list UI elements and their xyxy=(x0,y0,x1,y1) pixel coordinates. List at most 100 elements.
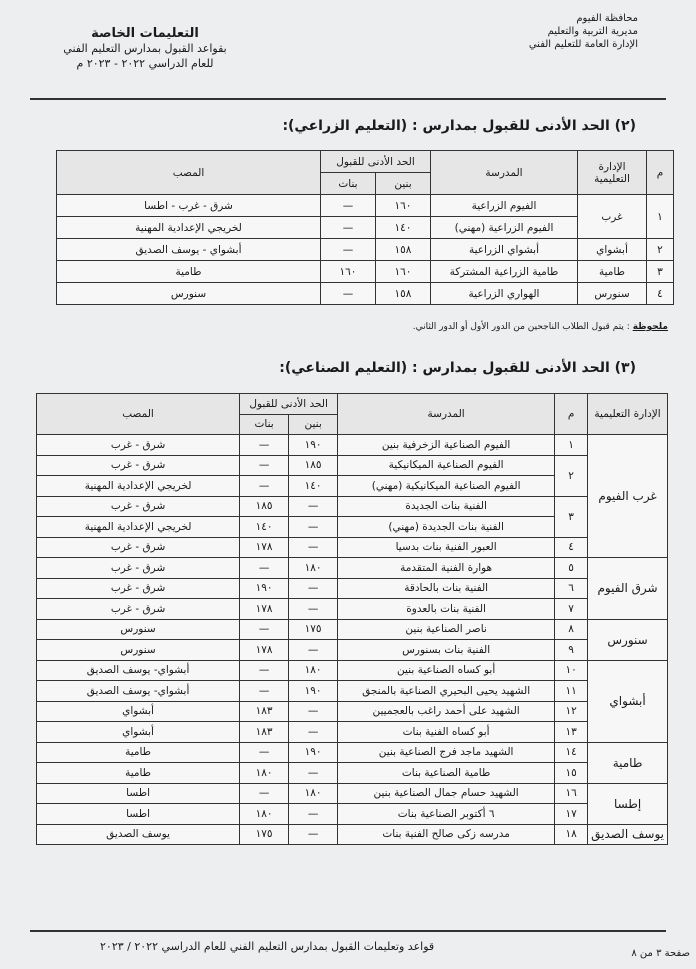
boys-min: ١٩٠ xyxy=(288,741,339,763)
row-num: ١ xyxy=(554,434,589,456)
boys-min: ١٨٠ xyxy=(288,782,339,804)
school: الفنية بنات بسنورس xyxy=(337,639,556,661)
idara: شرق الفيوم xyxy=(587,557,668,620)
header-rule xyxy=(30,98,666,100)
header-idara: الإدارة التعليمية xyxy=(587,393,668,435)
table-row: الفنية بنات الجديدة (مهني) —١٤٠ لخريجي الإ… xyxy=(35,516,668,538)
table-row: بنين بنات xyxy=(57,172,674,195)
table-row: ٣ الفنية بنات الجديدة —١٨٥ شرق - غرب xyxy=(35,495,668,538)
girls-min: ١٤٠ xyxy=(239,516,290,538)
header-num: م xyxy=(646,150,674,195)
header-boys: بنين xyxy=(375,172,431,195)
row-num: ١١ xyxy=(554,680,589,702)
boys-min: — xyxy=(288,803,339,825)
school: الفيوم الصناعية الميكانيكية (مهني) xyxy=(337,475,556,497)
school: مدرسه زكى صالح الفنية بنات xyxy=(337,823,556,845)
girls-min: — xyxy=(239,782,290,804)
boys-min: ١٥٨ xyxy=(375,238,431,261)
header-school: المدرسة xyxy=(337,393,556,435)
table-row: ٦ الفنية بنات بالحادقة —١٩٠ شرق - غرب xyxy=(35,577,668,599)
boys-min: ١٨٥ xyxy=(288,454,339,476)
row-num: ٥ xyxy=(554,557,589,579)
header-num: م xyxy=(554,393,589,435)
school: طامية الصناعية بنات xyxy=(337,762,556,784)
girls-min: — xyxy=(320,282,376,305)
row-num: ١٢ xyxy=(554,700,589,722)
idara: غرب الفيوم xyxy=(587,434,668,558)
header-dest: المصب xyxy=(56,150,321,195)
idara: إطسا xyxy=(587,782,668,825)
destination: اطسا xyxy=(35,803,241,825)
destination: سنورس xyxy=(35,618,241,640)
boys-min: ١٨٠ xyxy=(288,557,339,579)
girls-min: — xyxy=(239,680,290,702)
title: التعليمات الخاصة xyxy=(91,26,199,41)
section-title: (٢) الحد الأدنى للقبول بمدارس : (التعليم… xyxy=(282,118,636,134)
row-num: ٢ xyxy=(554,454,589,497)
destination: أبشواي xyxy=(35,721,241,743)
school: الفيوم الزراعية (مهني) xyxy=(430,216,578,239)
girls-min: ١٨٠ xyxy=(239,803,290,825)
school: الهواري الزراعية xyxy=(430,282,578,305)
school: طامية الزراعية المشتركة xyxy=(430,260,578,283)
boys-min: ١٥٨ xyxy=(375,282,431,305)
table-row: ١١ الشهيد يحيى البحيري الصناعية بالمنجق ١٩… xyxy=(35,680,668,702)
girls-min: — xyxy=(239,741,290,763)
boys-min: ١٧٥ xyxy=(288,618,339,640)
school: ناصر الصناعية بنين xyxy=(337,618,556,640)
table-row: ١٢ الشهيد على أحمد راغب بالعجميين —١٨٣ أبشو… xyxy=(35,700,668,722)
table-row: ١٧ ٦ أكتوبر الصناعية بنات —١٨٠ اطسا xyxy=(35,803,668,825)
table-row: شرق الفيوم ٥ هوارة الفنية المتقدمة ١٨٠— شرق … xyxy=(35,557,668,620)
row-num: ٤ xyxy=(646,282,674,305)
header-idara: الإدارة التعليمية xyxy=(577,150,647,195)
boys-min: ١٩٠ xyxy=(288,680,339,702)
idara: طامية xyxy=(587,741,668,784)
header-girls: بنات xyxy=(320,172,376,195)
girls-min: — xyxy=(239,454,290,476)
row-num: ٣ xyxy=(646,260,674,283)
governorate: محافظة الفيوم xyxy=(576,13,638,24)
row-num: ٦ xyxy=(554,577,589,599)
subtitle: بقواعد القبول بمدارس التعليم الفني xyxy=(63,42,227,55)
table-row: ١٥ طامية الصناعية بنات —١٨٠ طامية xyxy=(35,762,668,784)
destination: اطسا xyxy=(35,782,241,804)
destination: أبشواي - يوسف الصديق xyxy=(56,238,321,261)
table-row: ٤ سنورس الهواري الزراعية ١٥٨— سنورس xyxy=(56,282,674,305)
table-row: ٢ الفيوم الصناعية الميكانيكية ١٨٥— شرق - غر… xyxy=(35,454,668,497)
destination: شرق - غرب xyxy=(35,495,241,517)
row-num: ٤ xyxy=(554,536,589,558)
destination: طامية xyxy=(35,762,241,784)
school: الشهيد يحيى البحيري الصناعية بالمنجق xyxy=(337,680,556,702)
table-row: غرب الفيوم ١ الفيوم الصناعية الزخرفية بنين… xyxy=(35,434,668,558)
row-num: ٩ xyxy=(554,639,589,661)
girls-min: ١٨٣ xyxy=(239,700,290,722)
idara: طامية xyxy=(577,260,647,283)
idara: سنورس xyxy=(587,618,668,661)
boys-min: ١٦٠ xyxy=(375,260,431,283)
table-row: ٣ طامية طامية الزراعية المشتركة ١٦٠ ١٦٠ طامية xyxy=(56,260,674,283)
girls-min: ١٧٨ xyxy=(239,598,290,620)
table-row: ٤ العبور الفنية بنات بدسيا —١٧٨ شرق - غرب xyxy=(35,536,668,558)
destination: سنورس xyxy=(56,282,321,305)
table-row: ٧ الفنية بنات بالعدوة —١٧٨ شرق - غرب xyxy=(35,598,668,620)
destination: شرق - غرب xyxy=(35,557,241,579)
girls-min: ١٨٠ xyxy=(239,762,290,784)
section-title: (٣) الحد الأدنى للقبول بمدارس : (التعليم… xyxy=(279,360,636,376)
boys-min: — xyxy=(288,639,339,661)
industrial-table: الإدارة التعليمية م المدرسة الحد الأدنى للق… xyxy=(35,393,668,845)
destination: سنورس xyxy=(35,639,241,661)
school: الشهيد حسام جمال الصناعية بنين xyxy=(337,782,556,804)
header-girls: بنات xyxy=(239,413,290,435)
school: الشهيد ماجد فرج الصناعية بنين xyxy=(337,741,556,763)
row-num: ٧ xyxy=(554,598,589,620)
page-number: صفحة ٣ من ٨ xyxy=(631,948,690,959)
boys-min: — xyxy=(288,495,339,517)
header-school: المدرسة xyxy=(430,150,578,195)
idara: أبشواي xyxy=(577,238,647,261)
destination: أبشواي- يوسف الصديق xyxy=(35,680,241,702)
girls-min: — xyxy=(239,557,290,579)
agri-table: م الإدارة التعليمية المدرسة الحد الأدنى للق… xyxy=(56,150,674,305)
table-row: ٢ أبشواي أبشواي الزراعية ١٥٨— أبشواي - يوسف … xyxy=(56,238,674,261)
table-row: سنورس ٨ ناصر الصناعية بنين ١٧٥— سنورس xyxy=(35,618,668,661)
